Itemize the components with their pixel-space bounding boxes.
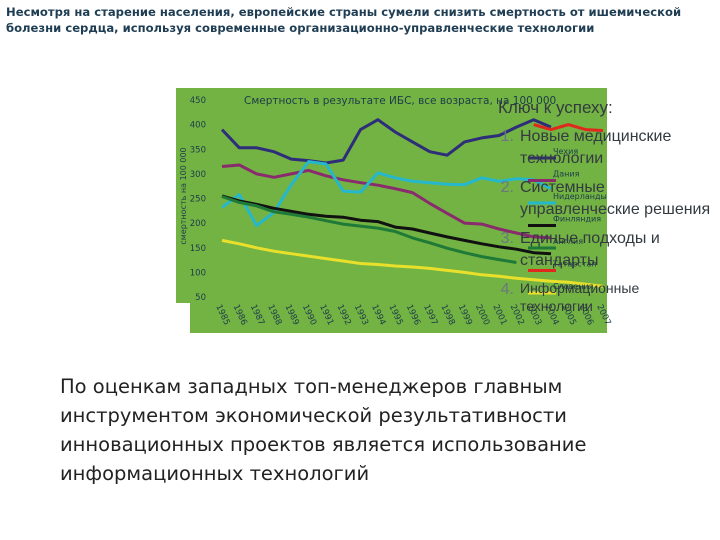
key-item-number: 4. bbox=[500, 281, 514, 298]
legend-label: Словения bbox=[553, 282, 594, 291]
key-item-number: 3. bbox=[500, 230, 514, 247]
chart-title: Смертность в результате ИБС, все возраст… bbox=[244, 95, 556, 107]
y-tick-label: 150 bbox=[190, 244, 206, 254]
series-lines bbox=[220, 118, 604, 288]
key-item-text: Информационные технологии bbox=[520, 280, 640, 314]
chart-xlabel-strip bbox=[190, 303, 607, 333]
y-tick-label: 450 bbox=[190, 96, 206, 106]
y-tick-label: 400 bbox=[190, 121, 206, 131]
slide-title: Несмотря на старение населения, европейс… bbox=[6, 5, 682, 35]
y-tick-label: 50 bbox=[195, 293, 206, 303]
series-line bbox=[221, 194, 552, 256]
legend-label: Нидерланды bbox=[553, 192, 607, 201]
bottom-statement: По оценкам западных топ-менеджеров главн… bbox=[60, 375, 587, 485]
series-line bbox=[220, 118, 552, 165]
key-list: 1. Новые медицинские технологии 2. Системн… bbox=[492, 126, 712, 315]
key-item-text: Системные управленческие решения bbox=[520, 179, 711, 218]
y-tick-label: 250 bbox=[190, 195, 206, 205]
series-line bbox=[221, 163, 552, 240]
key-item-text: Новые медицинские технологии bbox=[520, 128, 672, 167]
series-line bbox=[533, 123, 604, 132]
legend-label: Англия bbox=[553, 237, 583, 246]
legend-label: Дания bbox=[553, 170, 580, 179]
series-line bbox=[221, 238, 604, 288]
key-item-text: Единые подходы и стандарты bbox=[520, 230, 660, 269]
chart-ylabel-strip bbox=[176, 88, 213, 303]
key-item: 4. Информационные технологии bbox=[492, 279, 712, 315]
y-tick-label: 350 bbox=[190, 145, 206, 155]
y-tick-labels: 50 100 150 200 250 300 350 400 450 bbox=[190, 96, 206, 303]
key-title: Ключ к успеху: bbox=[498, 98, 613, 117]
series-line bbox=[221, 195, 517, 264]
key-item-number: 2. bbox=[500, 179, 514, 196]
key-item-number: 1. bbox=[500, 128, 514, 145]
y-tick-label: 300 bbox=[190, 170, 206, 180]
key-item: 3. Единые подходы и стандарты bbox=[492, 228, 712, 272]
y-tick-label: 100 bbox=[190, 268, 206, 278]
legend-label: Финляндия bbox=[553, 215, 601, 224]
legend-label: Татарстан bbox=[552, 260, 597, 269]
y-tick-label: 200 bbox=[190, 219, 206, 229]
success-key: Ключ к успеху: 1. Новые медицинские техно… bbox=[492, 98, 712, 322]
key-item: 1. Новые медицинские технологии bbox=[492, 126, 712, 170]
key-item: 2. Системные управленческие решения bbox=[492, 177, 712, 221]
legend-label: Чехия bbox=[553, 147, 578, 156]
chart-legend: Чехия Дания Нидерланды Финляндия Англия Татар… bbox=[528, 147, 607, 295]
chart-y-axis-label: смертность на 100 000 bbox=[179, 147, 188, 244]
